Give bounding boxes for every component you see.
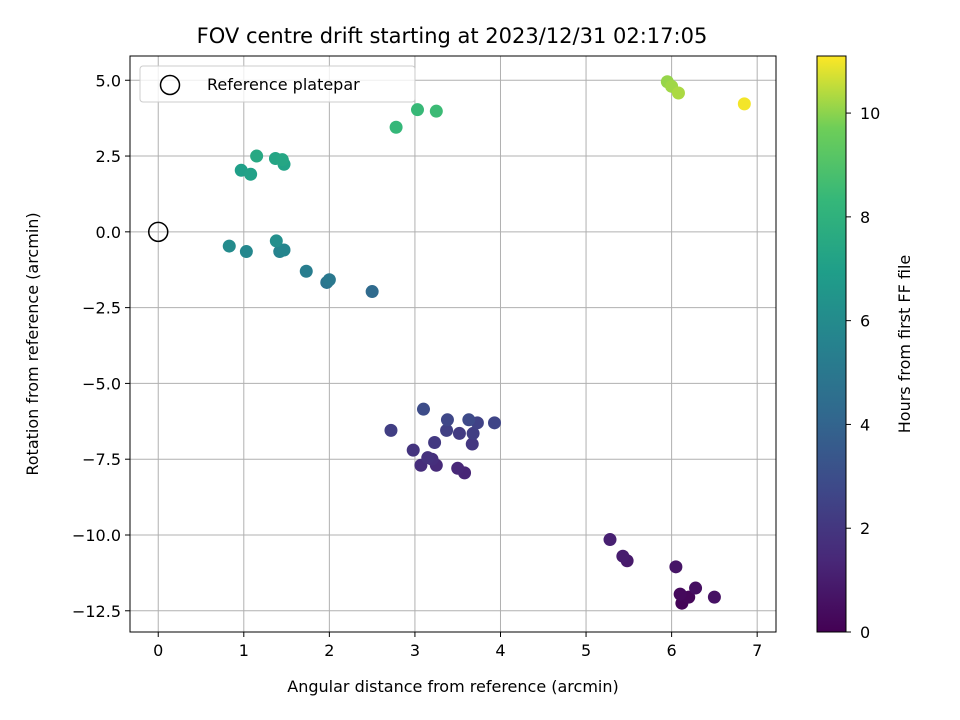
data-point (440, 413, 454, 427)
data-point (671, 86, 685, 100)
x-tick-label: 4 (495, 641, 505, 660)
data-point (275, 153, 289, 167)
data-point (384, 423, 398, 437)
x-tick-label: 5 (581, 641, 591, 660)
colorbar-tick-label: 0 (860, 623, 870, 642)
legend-label: Reference platepar (207, 75, 360, 94)
x-tick-label: 1 (239, 641, 249, 660)
y-tick-label: 2.5 (96, 147, 121, 166)
data-point (440, 423, 454, 437)
data-point (487, 416, 501, 430)
y-axis: 5.0 2.5 0.0 −2.5 −5.0 −7.5 −10.0 −12.5 (72, 71, 130, 621)
y-axis-label: Rotation from reference (arcmin) (23, 212, 42, 475)
data-point (737, 97, 751, 111)
colorbar-tick-label: 10 (860, 104, 880, 123)
x-tick-label: 0 (153, 641, 163, 660)
x-tick-label: 3 (410, 641, 420, 660)
data-point (239, 245, 253, 259)
data-point (421, 451, 435, 465)
x-tick-label: 6 (667, 641, 677, 660)
data-point (406, 443, 420, 457)
y-tick-label: −12.5 (72, 602, 121, 621)
data-point (365, 285, 379, 299)
data-point (410, 103, 424, 117)
data-point (299, 264, 313, 278)
legend: Reference platepar (139, 65, 416, 103)
data-point (452, 426, 466, 440)
chart-title: FOV centre drift starting at 2023/12/31 … (197, 24, 708, 48)
colorbar-tick-label: 2 (860, 519, 870, 538)
data-point (616, 549, 630, 563)
colorbar-label: Hours from first FF file (895, 255, 914, 434)
colorbar-tick-label: 8 (860, 208, 870, 227)
data-point (277, 243, 291, 257)
x-axis: 0 1 2 3 4 5 6 7 (153, 632, 762, 660)
x-axis-label: Angular distance from reference (arcmin) (287, 677, 618, 696)
data-point (689, 581, 703, 595)
data-point (250, 149, 264, 163)
y-tick-label: 0.0 (96, 223, 121, 242)
colorbar-tick-label: 6 (860, 312, 870, 331)
plot-area-frame (129, 55, 777, 633)
data-point (707, 590, 721, 604)
data-point (451, 461, 465, 475)
data-points (222, 75, 751, 610)
data-point (222, 239, 236, 253)
data-point (462, 413, 476, 427)
x-tick-label: 7 (752, 641, 762, 660)
colorbar-ticks: 0 2 4 6 8 10 (846, 104, 880, 642)
data-point (389, 120, 403, 134)
colorbar-tick-label: 4 (860, 415, 870, 434)
y-tick-label: −5.0 (82, 374, 121, 393)
data-point (416, 402, 430, 416)
data-point (244, 167, 258, 181)
reference-point-marker (147, 221, 169, 243)
colorbar (816, 55, 847, 633)
grid-lines (130, 56, 776, 632)
data-point (465, 437, 479, 451)
data-point (322, 273, 336, 287)
data-point (673, 587, 687, 601)
data-point (269, 234, 283, 248)
y-tick-label: −7.5 (82, 450, 121, 469)
legend-box (139, 65, 416, 103)
y-tick-label: −2.5 (82, 299, 121, 318)
data-point (603, 533, 617, 547)
data-point (466, 426, 480, 440)
data-point (669, 560, 683, 574)
data-point (429, 104, 443, 118)
y-tick-label: 5.0 (96, 71, 121, 90)
data-point (428, 436, 442, 450)
y-tick-label: −10.0 (72, 526, 121, 545)
x-tick-label: 2 (324, 641, 334, 660)
legend-marker-icon (159, 74, 181, 96)
